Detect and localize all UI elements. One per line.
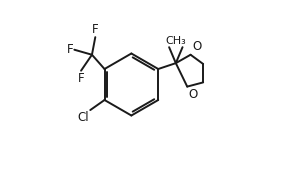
Text: O: O <box>192 40 201 53</box>
Text: CH₃: CH₃ <box>165 35 186 45</box>
Text: Cl: Cl <box>78 111 89 124</box>
Text: O: O <box>188 88 198 101</box>
Text: F: F <box>78 71 84 84</box>
Text: F: F <box>92 23 99 36</box>
Text: F: F <box>67 43 74 56</box>
